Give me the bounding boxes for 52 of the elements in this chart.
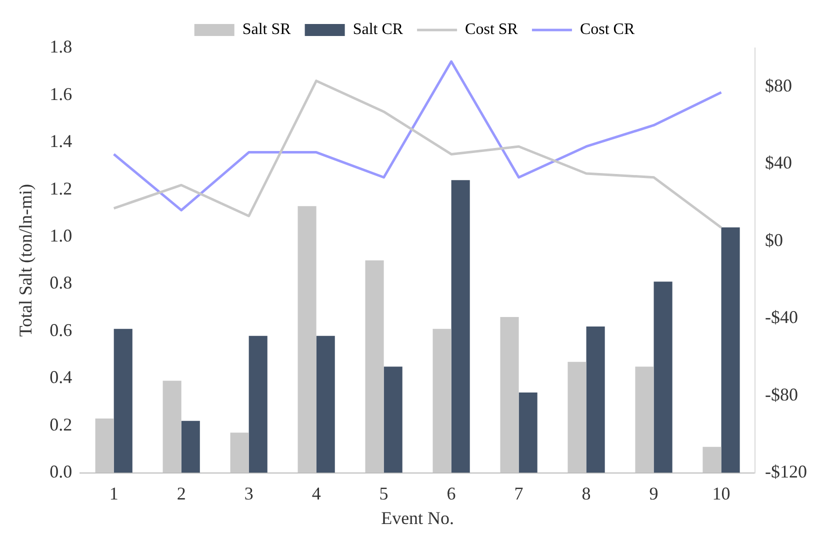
y2-tick-label: -$80 xyxy=(765,384,798,404)
y2-tick-label: -$120 xyxy=(765,462,808,482)
y2-tick-label: $40 xyxy=(765,152,792,173)
bar xyxy=(451,180,470,473)
y-tick-label: 1.0 xyxy=(50,226,72,246)
x-tick-label: 3 xyxy=(244,483,254,504)
bar xyxy=(586,326,605,473)
y-tick-label: 1.8 xyxy=(50,36,72,57)
bar xyxy=(568,362,586,473)
legend-label: Salt SR xyxy=(242,21,292,38)
y2-tick-label: -$40 xyxy=(765,307,798,328)
x-axis-title: Event No. xyxy=(381,508,454,528)
x-tick-label: 7 xyxy=(514,483,524,504)
y-tick-label: 1.6 xyxy=(50,84,72,104)
bar xyxy=(114,328,132,473)
bar xyxy=(654,282,672,473)
x-tick-label: 10 xyxy=(712,483,730,504)
bar xyxy=(365,260,384,473)
bar xyxy=(95,418,114,473)
y-tick-label: 0.8 xyxy=(50,272,72,293)
y-tick-label: 0.2 xyxy=(50,414,72,434)
bar xyxy=(230,432,249,473)
y-tick-label: 1.4 xyxy=(50,131,72,152)
bar xyxy=(518,392,538,473)
x-tick-label: 5 xyxy=(379,483,388,504)
bar xyxy=(635,366,654,473)
y-tick-label: 1.2 xyxy=(50,178,72,198)
bar xyxy=(162,380,182,473)
y2-tick-label: $0 xyxy=(765,230,784,250)
x-tick-label: 6 xyxy=(446,483,456,504)
bar xyxy=(298,206,316,473)
legend-label: Cost SR xyxy=(465,21,518,38)
y-tick-label: 0.6 xyxy=(50,320,72,340)
x-tick-label: 2 xyxy=(176,483,186,504)
x-tick-label: 4 xyxy=(312,483,321,504)
bar xyxy=(384,366,402,473)
y-tick-label: 0.0 xyxy=(50,462,72,482)
legend-label: Cost CR xyxy=(580,21,635,38)
bar xyxy=(721,227,740,473)
bar xyxy=(500,317,519,473)
bar xyxy=(702,446,722,473)
y-tick-label: 0.4 xyxy=(50,367,72,388)
x-tick-label: 9 xyxy=(649,483,658,504)
y2-tick-label: $80 xyxy=(765,75,792,96)
bar xyxy=(181,420,200,473)
y-axis-title: Total Salt (ton/ln-mi) xyxy=(16,184,36,337)
x-tick-label: 1 xyxy=(109,483,118,504)
bar xyxy=(316,336,335,473)
bar xyxy=(248,336,268,473)
legend-label: Salt CR xyxy=(352,21,404,38)
x-tick-label: 8 xyxy=(582,483,591,504)
bar xyxy=(432,328,452,473)
